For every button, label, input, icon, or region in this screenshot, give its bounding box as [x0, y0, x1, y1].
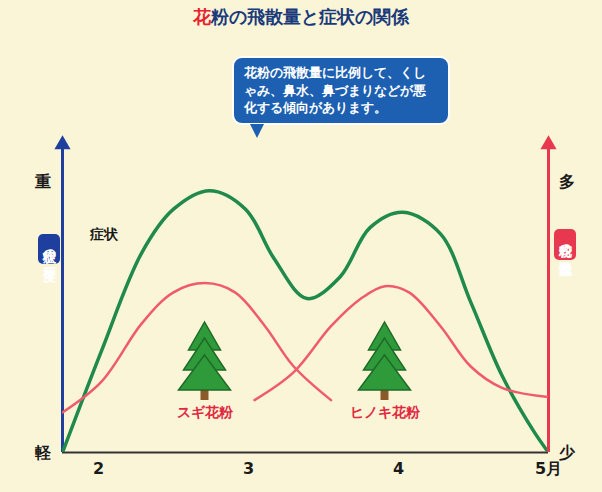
svg-text:ヒノキ花粉: ヒノキ花粉: [350, 404, 421, 420]
html-text:花粉の飛散量と症状の関係: 花粉の飛散量と症状の関係: [193, 6, 409, 27]
svg-text:2: 2: [93, 459, 104, 478]
svg-text:5月: 5月: [535, 459, 562, 478]
svg-text:少: 少: [559, 443, 576, 462]
html-text:症状の程度: 症状の程度: [42, 239, 57, 259]
html-text:花粉の飛散量: 花粉の飛散量: [558, 234, 573, 255]
svg-text:重: 重: [34, 172, 51, 191]
svg-text:多: 多: [559, 172, 575, 191]
svg-text:軽: 軽: [34, 443, 52, 462]
svg-text:症状: 症状: [89, 226, 119, 242]
svg-text:3: 3: [243, 459, 254, 478]
svg-text:スギ花粉: スギ花粉: [177, 404, 234, 420]
svg-text:4: 4: [393, 459, 404, 478]
html-text:花粉の飛散量に比例して、くしゃみ、鼻水、鼻づまりなどが悪化す: 花粉の飛散量に比例して、くしゃみ、鼻水、鼻づまりなどが悪化する傾向があります。: [244, 65, 426, 116]
